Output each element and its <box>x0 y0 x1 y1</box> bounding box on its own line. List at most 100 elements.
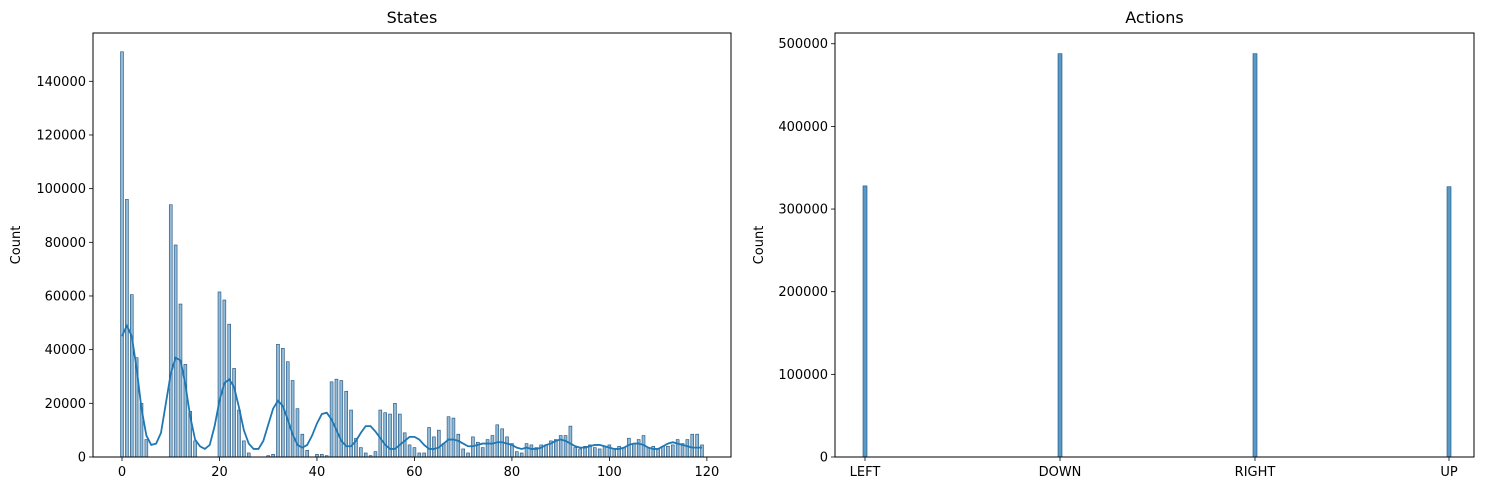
states-bar <box>402 432 407 458</box>
states-bar <box>563 435 568 458</box>
states-title: States <box>387 8 438 27</box>
actions-bars <box>862 53 1452 458</box>
states-y-tick-label: 20000 <box>45 397 86 412</box>
states-bar <box>495 424 500 458</box>
states-x-ticks: 0 20 40 60 80 100 120 <box>118 457 719 480</box>
states-bar <box>300 433 305 458</box>
states-bar <box>519 452 524 458</box>
states-bar <box>237 409 241 458</box>
actions-x-tick-label: DOWN <box>1039 465 1082 480</box>
states-y-axis-label: Count <box>9 226 24 265</box>
states-x-tick-label: 120 <box>694 465 719 480</box>
states-bar <box>661 445 665 458</box>
states-bar <box>173 244 178 458</box>
states-plot-frame <box>92 32 732 458</box>
states-bar <box>529 444 534 458</box>
states-bar <box>417 452 422 458</box>
states-bar <box>456 433 461 458</box>
states-bar <box>602 445 607 458</box>
states-bar <box>120 51 124 458</box>
states-x-tick-label: 80 <box>504 465 521 480</box>
states-bar <box>378 409 383 458</box>
states-bar <box>178 303 183 458</box>
states-bar <box>398 413 402 458</box>
states-bars <box>120 51 704 458</box>
states-bar <box>281 348 285 458</box>
actions-x-ticks: LEFT DOWN RIGHT UP <box>850 457 1458 480</box>
actions-chart: LEFT DOWN RIGHT UP 0 100000 200000 300000 40000… <box>752 8 1475 480</box>
states-bar <box>636 439 641 458</box>
states-bar <box>451 417 456 458</box>
states-bar <box>466 452 470 458</box>
states-x-tick-label: 40 <box>309 465 326 480</box>
states-bar <box>675 439 680 458</box>
states-bar <box>597 448 602 458</box>
states-bar <box>427 427 431 458</box>
states-bar <box>544 444 548 458</box>
states-bar <box>295 408 300 458</box>
states-bar <box>388 413 392 458</box>
actions-x-tick-label: RIGHT <box>1235 465 1276 480</box>
states-bar <box>246 452 251 458</box>
states-bar <box>441 443 446 458</box>
states-bar <box>627 437 631 458</box>
actions-y-ticks: 0 100000 200000 300000 400000 500000 <box>778 37 835 466</box>
states-bar <box>480 447 485 458</box>
states-y-tick-label: 0 <box>78 451 86 466</box>
states-bar <box>670 444 675 458</box>
actions-bar-up <box>1446 186 1452 458</box>
states-bar <box>666 445 670 458</box>
actions-title: Actions <box>1125 8 1183 27</box>
states-y-tick-label: 120000 <box>36 128 86 143</box>
states-y-tick-label: 60000 <box>45 289 86 304</box>
states-bar <box>515 451 519 458</box>
states-bar <box>622 447 626 458</box>
states-y-tick-label: 80000 <box>45 236 86 251</box>
states-y-tick-label: 140000 <box>36 75 86 90</box>
states-y-tick-label: 100000 <box>36 182 86 197</box>
states-bar <box>646 447 651 458</box>
states-bar <box>422 452 426 458</box>
states-x-tick-label: 60 <box>406 465 423 480</box>
states-bar <box>363 452 368 458</box>
actions-x-tick-label: UP <box>1440 465 1458 480</box>
states-y-ticks: 0 20000 40000 60000 80000 100000 120000 140000 <box>36 75 93 466</box>
states-bar <box>695 433 699 458</box>
actions-y-tick-label: 500000 <box>778 37 828 52</box>
states-bar <box>612 448 617 458</box>
states-x-tick-label: 0 <box>118 465 126 480</box>
states-bar <box>144 439 149 458</box>
actions-bar-right <box>1252 53 1258 458</box>
states-bar <box>222 299 227 458</box>
states-bar <box>129 294 134 458</box>
states-bar <box>242 440 246 458</box>
states-bar <box>573 447 578 458</box>
states-bar <box>490 435 495 458</box>
states-kde-line <box>121 323 702 451</box>
states-bar <box>232 368 236 458</box>
actions-y-axis-label: Count <box>752 226 767 265</box>
actions-bar-left <box>862 185 868 458</box>
states-bar <box>227 323 231 458</box>
states-x-tick-label: 20 <box>211 465 228 480</box>
states-chart: 0 20 40 60 80 100 120 0 20000 40000 60000 80000 100… <box>9 8 732 480</box>
states-bar <box>217 291 222 458</box>
states-bar <box>305 449 309 458</box>
states-bar <box>168 204 173 458</box>
states-bar <box>349 409 353 458</box>
states-bar <box>339 380 344 458</box>
states-bar <box>685 439 690 458</box>
states-bar <box>334 378 339 458</box>
states-bar <box>461 448 465 458</box>
states-bar <box>285 361 290 458</box>
states-bar <box>290 380 295 458</box>
actions-bar-down <box>1057 53 1063 458</box>
states-bar <box>656 448 660 458</box>
states-x-tick-label: 100 <box>597 465 622 480</box>
states-bar <box>524 443 529 458</box>
states-bar <box>505 436 509 458</box>
actions-y-tick-label: 0 <box>820 451 828 466</box>
actions-y-tick-label: 400000 <box>778 120 828 135</box>
states-bar <box>432 436 436 458</box>
